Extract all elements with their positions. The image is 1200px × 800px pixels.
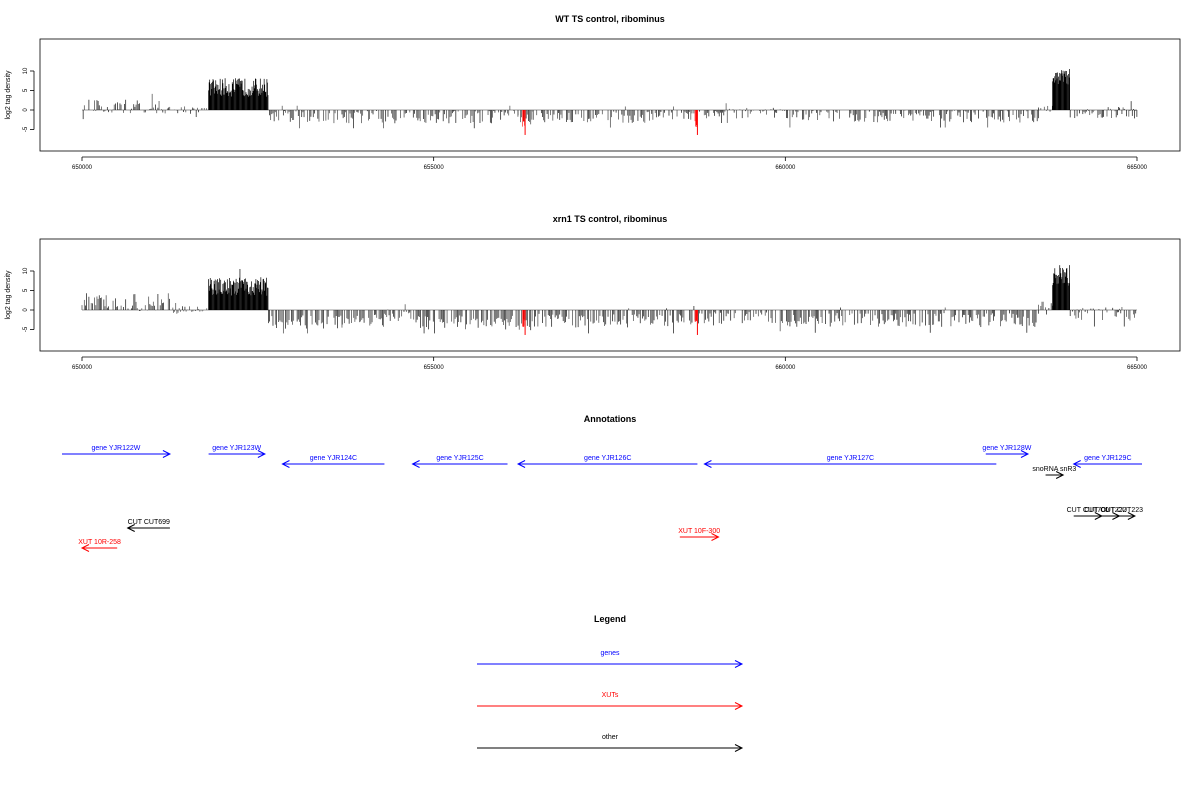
- annotation-features: gene YJR122W gene YJR123W gene YJR124C gene…: [62, 445, 1143, 552]
- annotation-feature: gene YJR128W: [982, 445, 1032, 458]
- panel-xrn1-title: xrn1 TS control, ribominus: [553, 214, 668, 224]
- annotation-feature: gene YJR129C: [1072, 455, 1142, 468]
- annotation-arrow-head: [126, 524, 135, 532]
- annotation-feature: gene YJR127C: [703, 455, 997, 468]
- annotation-arrow-head: [1127, 512, 1137, 520]
- y-tick-label: -5: [23, 326, 29, 332]
- annotation-label: gene YJR129C: [1084, 455, 1131, 462]
- panel-wt-x-axis: 650000 655000 660000 665000: [72, 156, 1148, 171]
- annotation-arrow-head: [711, 533, 720, 541]
- legend-panel: Legend genes XUTs other: [477, 614, 744, 752]
- panel-xrn1-x-axis: 650000 655000 660000 665000: [72, 356, 1148, 371]
- annotation-feature: gene YJR126C: [516, 455, 698, 468]
- annotation-label: CUT CUT700: [1067, 507, 1109, 514]
- legend-item: XUTs: [477, 692, 744, 710]
- x-tick-label: 665000: [1127, 165, 1148, 171]
- panel-xrn1-bars: [81, 265, 1137, 335]
- annotation-label: gene YJR126C: [584, 455, 631, 462]
- annotations-panel: Annotations gene YJR122W gene YJR123Wgene…: [62, 414, 1143, 552]
- annotation-arrow-head: [80, 544, 90, 552]
- annotation-arrow-head: [703, 460, 712, 468]
- legend-item: genes: [477, 650, 744, 668]
- x-tick-label: 665000: [1127, 365, 1148, 371]
- y-tick-label: 10: [23, 267, 29, 274]
- annotation-feature: gene YJR124C: [281, 455, 385, 468]
- x-tick-label: 655000: [424, 365, 445, 371]
- annotation-label: gene YJR125C: [436, 455, 483, 462]
- x-tick-label: 650000: [72, 365, 93, 371]
- legend-arrow-head: [734, 660, 744, 668]
- annotation-feature: gene YJR123W: [208, 445, 266, 458]
- annotation-feature: XUT 10F-300: [678, 528, 720, 541]
- x-tick-label: 650000: [72, 165, 93, 171]
- annotation-arrow-head: [1072, 460, 1081, 468]
- annotation-label: gene YJR122W: [92, 445, 141, 452]
- annotations-title: Annotations: [584, 414, 637, 424]
- annotation-arrow-head: [516, 460, 526, 468]
- panel-wt: WT TS control, ribominus log2 tag densit…: [5, 14, 1181, 171]
- annotation-feature: gene YJR122W: [62, 445, 172, 458]
- annotation-label: gene YJR128W: [982, 445, 1031, 452]
- annotation-label: XUT 10R-258: [78, 539, 121, 546]
- legend-label: XUTs: [602, 692, 619, 699]
- x-tick-label: 660000: [775, 165, 796, 171]
- x-tick-label: 655000: [424, 165, 445, 171]
- legend-label: other: [602, 734, 619, 741]
- panel-wt-title: WT TS control, ribominus: [555, 14, 665, 24]
- panel-wt-bars: [82, 69, 1138, 135]
- annotation-label: snoRNA snR3: [1032, 466, 1076, 473]
- legend-items: genes XUTs other: [477, 650, 744, 752]
- annotation-label: gene YJR123W: [212, 445, 261, 452]
- y-tick-label: 5: [23, 288, 29, 292]
- annotation-label: gene YJR127C: [827, 455, 874, 462]
- panel-wt-ylabel: log2 tag density: [5, 70, 12, 120]
- panel-xrn1: xrn1 TS control, ribominus log2 tag dens…: [5, 214, 1181, 371]
- legend-item: other: [477, 734, 744, 752]
- annotation-label: gene YJR124C: [310, 455, 357, 462]
- annotation-feature: XUT 10R-258: [78, 539, 121, 552]
- legend-arrow-head: [734, 744, 744, 752]
- annotation-arrow-head: [1055, 471, 1065, 479]
- y-tick-label: -5: [23, 126, 29, 132]
- annotation-label: CUT CUT222: [1084, 507, 1126, 514]
- annotation-feature: gene YJR125C: [411, 455, 508, 468]
- annotation-arrow-head: [257, 450, 266, 458]
- y-tick-label: 5: [23, 88, 29, 92]
- annotation-feature: snoRNA snR3: [1032, 466, 1076, 479]
- legend-title: Legend: [594, 614, 626, 624]
- annotation-arrow-head: [411, 460, 420, 468]
- panel-xrn1-frame: [39, 238, 1181, 352]
- annotation-arrow-head: [1020, 450, 1030, 458]
- annotation-feature: CUT CUT699: [126, 519, 170, 532]
- panel-wt-frame: [39, 38, 1181, 152]
- annotation-arrow-head: [281, 460, 290, 468]
- legend-label: genes: [600, 650, 620, 657]
- annotation-label: XUT 10F-300: [678, 528, 720, 535]
- annotation-label: CUT CUT699: [128, 519, 170, 526]
- legend-arrow-head: [734, 702, 744, 710]
- panel-wt-y-axis: -5 0 5 10: [23, 67, 35, 132]
- y-tick-label: 10: [23, 67, 29, 74]
- annotation-feature: CUT CUT223: [1101, 507, 1143, 520]
- y-tick-label: 0: [23, 108, 29, 112]
- annotation-label: CUT CUT223: [1101, 507, 1143, 514]
- x-tick-label: 660000: [775, 365, 796, 371]
- annotation-arrow-head: [162, 450, 172, 458]
- y-tick-label: 0: [23, 308, 29, 312]
- panel-xrn1-ylabel: log2 tag density: [5, 270, 12, 320]
- panel-xrn1-y-axis: -5 0 5 10: [23, 267, 35, 332]
